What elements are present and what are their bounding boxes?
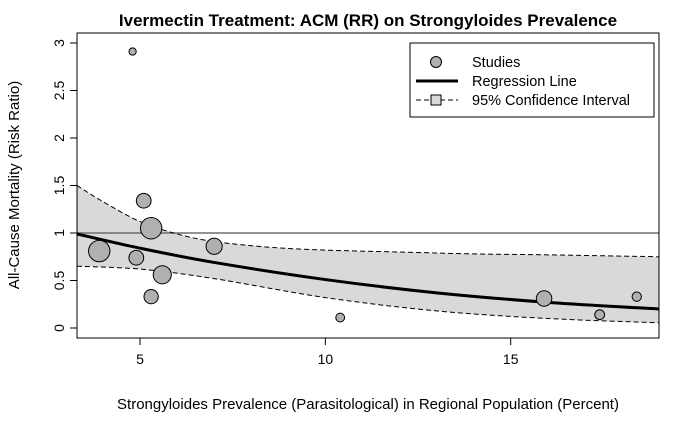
y-tick-label: 0 — [51, 324, 67, 332]
y-axis: 0 0.5 1 1.5 2 2.5 3 — [51, 39, 78, 332]
study-point — [143, 288, 159, 305]
y-tick-label: 2.5 — [51, 81, 67, 101]
x-tick-label: 10 — [318, 351, 334, 367]
x-tick-label: 15 — [503, 351, 519, 367]
study-point — [135, 192, 152, 209]
study-point — [152, 265, 172, 285]
study-point — [128, 249, 145, 266]
legend-studies-symbol — [430, 56, 442, 68]
ci-upper-line — [77, 185, 659, 258]
study-point — [205, 237, 223, 255]
y-tick-label: 0.5 — [51, 271, 67, 291]
y-axis-label: All-Cause Mortality (Risk Ratio) — [6, 81, 23, 289]
study-point — [139, 217, 163, 240]
legend-regression-label: Regression Line — [472, 74, 577, 90]
legend-ci-label: 95% Confidence Interval — [472, 93, 630, 109]
study-points — [88, 47, 642, 323]
legend-studies-label: Studies — [472, 55, 520, 71]
legend-ci-symbol — [430, 94, 442, 106]
x-tick-label: 5 — [136, 351, 144, 367]
study-point — [88, 239, 111, 263]
x-axis: 5 10 15 — [136, 337, 519, 367]
x-axis-label: Strongyloides Prevalence (Parasitologica… — [117, 396, 619, 413]
y-tick-label: 1.5 — [51, 176, 67, 196]
confidence-band — [77, 185, 659, 323]
study-point — [594, 309, 606, 321]
y-tick-label: 1 — [51, 229, 67, 237]
legend: Studies Regression Line 95% Confidence I… — [409, 42, 655, 118]
study-point — [631, 291, 642, 302]
chart-title: Ivermectin Treatment: ACM (RR) on Strong… — [119, 11, 617, 30]
y-tick-label: 2 — [51, 134, 67, 142]
study-point — [535, 290, 553, 307]
y-tick-label: 3 — [51, 39, 67, 47]
ci-lower-line — [77, 265, 659, 324]
study-point — [128, 47, 137, 56]
study-point — [335, 312, 346, 323]
